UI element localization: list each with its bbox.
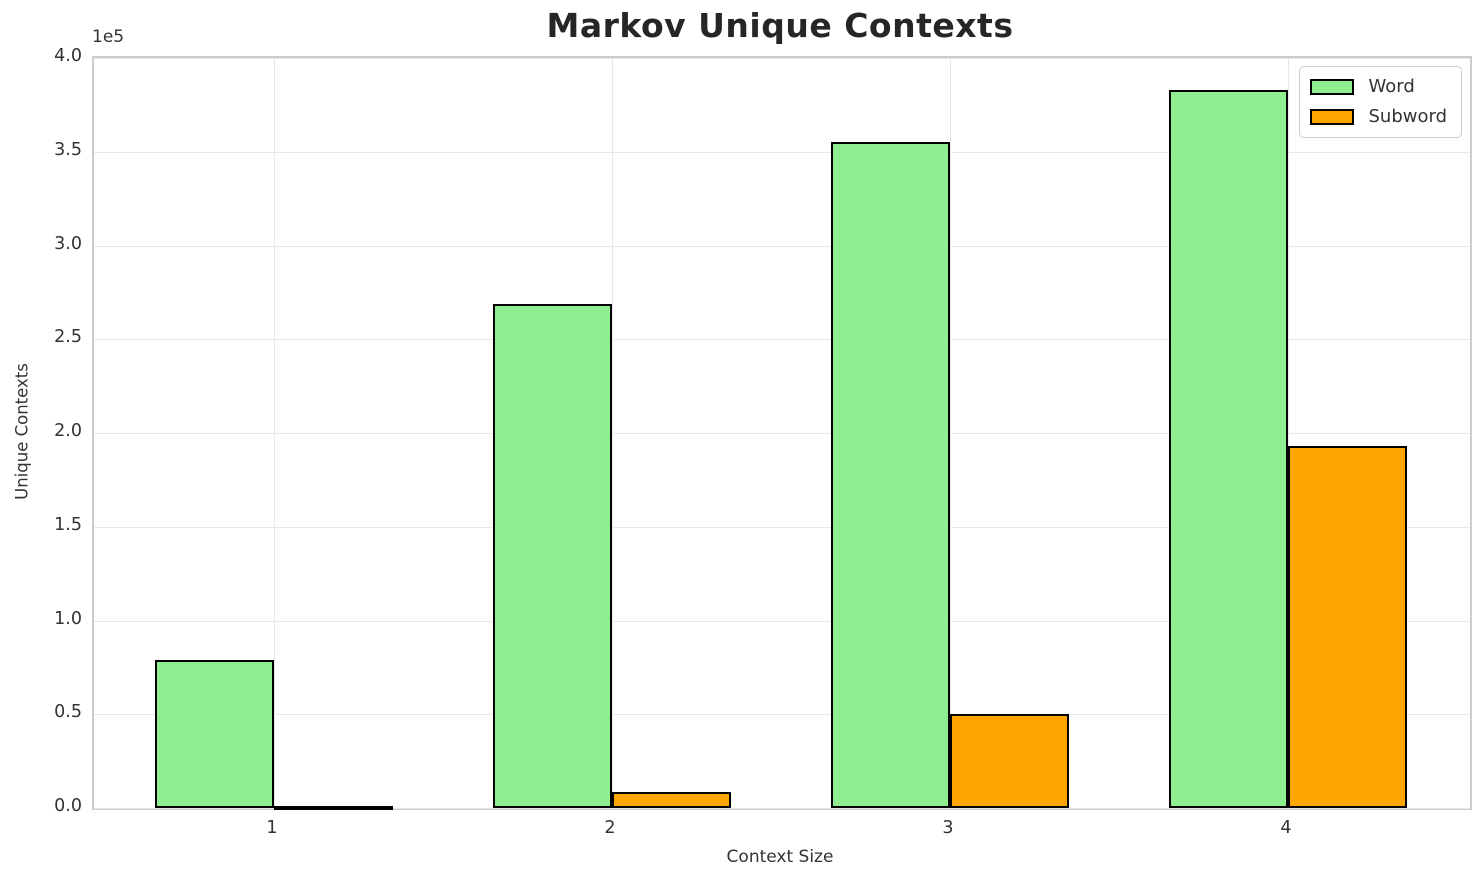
y-tick-label-3.5: 3.5 bbox=[54, 139, 82, 160]
y-tick-label-1.0: 1.0 bbox=[54, 608, 82, 629]
y-gridline-0.5 bbox=[94, 714, 1470, 716]
x-gridline-4 bbox=[1288, 58, 1289, 808]
legend: Word Subword bbox=[1299, 66, 1462, 138]
chart-title: Markov Unique Contexts bbox=[546, 6, 1014, 45]
y-gridline-3.0 bbox=[94, 245, 1470, 247]
bar-subword-context-2 bbox=[612, 792, 731, 808]
y-gridline-0.0 bbox=[94, 808, 1470, 809]
bar-word-context-1 bbox=[155, 659, 274, 808]
x-axis-label: Context Size bbox=[726, 847, 834, 867]
y-gridline-2.5 bbox=[94, 339, 1470, 341]
bar-subword-context-3 bbox=[950, 714, 1069, 808]
y-gridline-4.0 bbox=[94, 58, 1470, 59]
y-axis-offset-text: 1e5 bbox=[92, 27, 125, 47]
y-tick-label-2.5: 2.5 bbox=[54, 327, 82, 348]
plot-area: Word Subword bbox=[92, 56, 1472, 810]
legend-swatch-subword bbox=[1310, 109, 1355, 125]
legend-item-subword: Subword bbox=[1310, 106, 1447, 128]
x-tick-label-2: 2 bbox=[604, 818, 616, 838]
legend-item-word: Word bbox=[1310, 76, 1447, 98]
y-gridline-1.0 bbox=[94, 620, 1470, 622]
y-gridline-1.5 bbox=[94, 526, 1470, 528]
x-tick-label-1: 1 bbox=[266, 818, 278, 838]
y-gridline-3.5 bbox=[94, 151, 1470, 153]
y-tick-label-0.0: 0.0 bbox=[54, 796, 82, 816]
bar-subword-context-1 bbox=[274, 805, 393, 810]
legend-label-subword: Subword bbox=[1368, 106, 1447, 127]
bar-word-context-3 bbox=[831, 142, 950, 808]
bar-word-context-2 bbox=[493, 303, 612, 808]
bar-subword-context-4 bbox=[1288, 446, 1407, 808]
legend-swatch-word bbox=[1310, 79, 1355, 95]
y-tick-label-2.0: 2.0 bbox=[54, 421, 82, 441]
y-gridline-2.0 bbox=[94, 433, 1470, 434]
x-tick-label-4: 4 bbox=[1280, 818, 1292, 838]
y-tick-label-3.0: 3.0 bbox=[54, 233, 82, 254]
x-gridline-3 bbox=[950, 58, 951, 808]
bar-word-context-4 bbox=[1169, 89, 1288, 808]
x-gridline-2 bbox=[612, 58, 613, 808]
x-gridline-1 bbox=[274, 58, 275, 808]
x-tick-label-3: 3 bbox=[942, 818, 954, 838]
legend-label-word: Word bbox=[1368, 76, 1415, 97]
y-tick-label-0.5: 0.5 bbox=[54, 702, 82, 723]
y-tick-label-4.0: 4.0 bbox=[54, 46, 82, 66]
y-tick-label-1.5: 1.5 bbox=[54, 514, 82, 535]
